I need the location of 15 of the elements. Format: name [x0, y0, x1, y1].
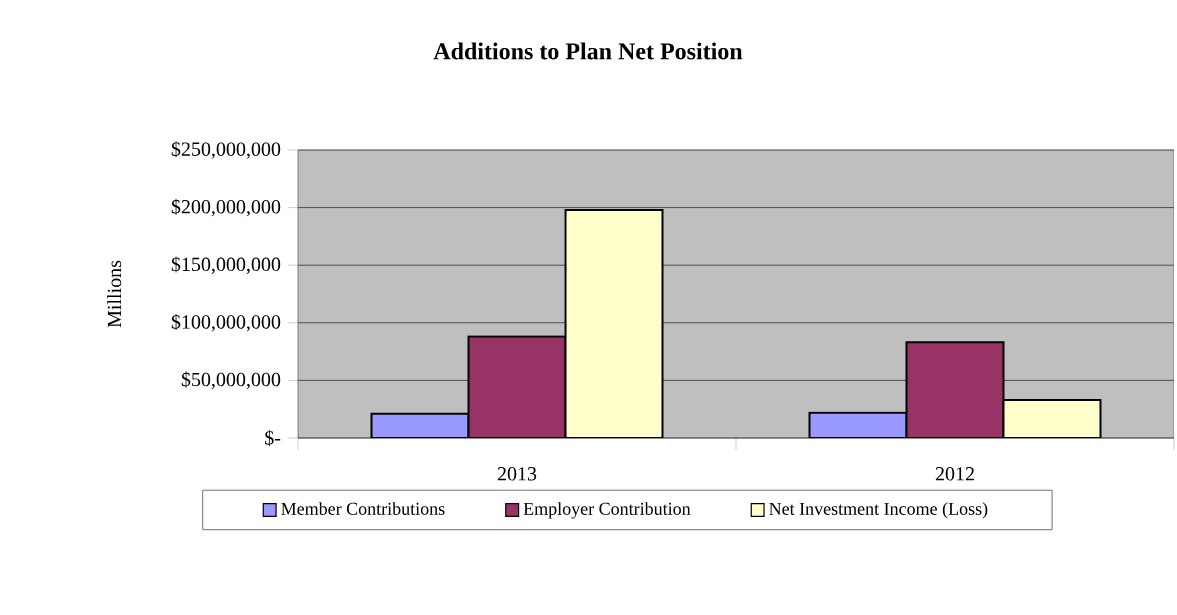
y-tick-label: $250,000,000 — [171, 141, 281, 159]
y-tick-label: $50,000,000 — [181, 371, 281, 390]
y-tick-label: $150,000,000 — [171, 256, 281, 274]
y-tick-label: $200,000,000 — [171, 198, 281, 217]
bar — [905, 341, 1005, 438]
y-tick-label: $- — [265, 429, 281, 446]
x-tick-label: 2013 — [497, 467, 537, 481]
bar — [467, 335, 567, 438]
y-axis-title: Millions — [107, 260, 122, 328]
y-tick-label: $100,000,000 — [171, 314, 281, 332]
legend-label: Net Investment Income (Loss) — [769, 502, 988, 519]
chart-title: Additions to Plan Net Position — [433, 42, 743, 60]
legend-label: Employer Contribution — [523, 502, 691, 519]
legend-label: Member Contributions — [281, 502, 445, 515]
x-tick-label: 2012 — [935, 467, 974, 481]
